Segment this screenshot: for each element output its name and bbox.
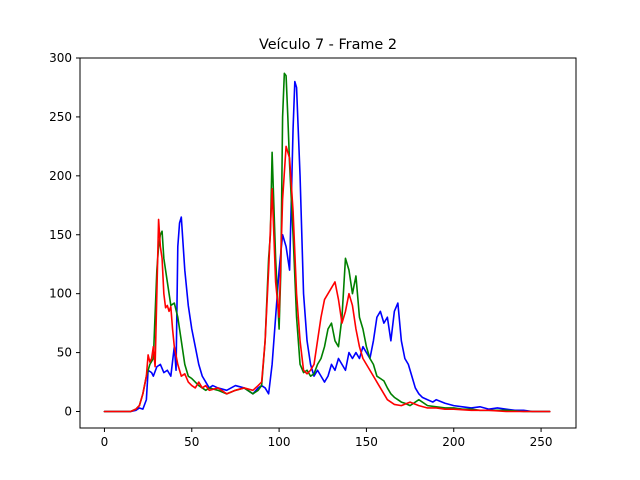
y-tick-label: 100 — [49, 287, 72, 301]
series-line-1 — [103, 80, 551, 413]
y-tick-label: 250 — [49, 110, 72, 124]
x-tick-label: 100 — [268, 435, 291, 449]
series-line-3 — [103, 145, 551, 413]
y-axis: 0 50 100 150 200 250 300 — [49, 51, 80, 419]
x-tick-label: 0 — [101, 435, 109, 449]
x-axis: 0 50 100 150 200 250 — [101, 428, 553, 449]
plot-area — [103, 72, 551, 413]
y-tick-label: 150 — [49, 228, 72, 242]
y-tick-label: 0 — [64, 405, 72, 419]
x-tick-label: 50 — [184, 435, 199, 449]
chart-title: Veículo 7 - Frame 2 — [259, 37, 397, 53]
x-tick-label: 200 — [442, 435, 465, 449]
x-tick-label: 150 — [355, 435, 378, 449]
y-tick-label: 200 — [49, 169, 72, 183]
x-tick-label: 250 — [530, 435, 553, 449]
axes-frame — [79, 57, 577, 429]
y-tick-label: 300 — [49, 51, 72, 65]
y-tick-label: 50 — [57, 346, 72, 360]
